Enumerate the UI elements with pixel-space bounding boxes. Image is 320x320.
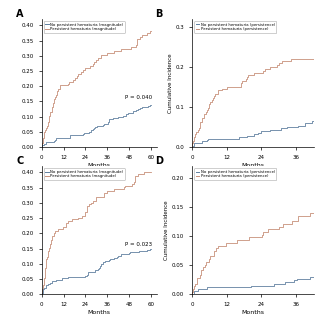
Text: D: D (156, 156, 164, 166)
Legend: No persistent hematuria (persistence), Persistent hematuria (persistence): No persistent hematuria (persistence), P… (194, 21, 276, 33)
Y-axis label: Cumulative Incidence: Cumulative Incidence (168, 53, 173, 113)
Y-axis label: Cumulative Incidence: Cumulative Incidence (164, 201, 169, 260)
Legend: No persistent hematuria (magnitude), Persistent hematuria (magnitude): No persistent hematuria (magnitude), Per… (44, 168, 125, 180)
Text: A: A (16, 9, 24, 19)
Text: B: B (156, 9, 163, 19)
Text: P = 0.023: P = 0.023 (125, 242, 152, 247)
X-axis label: Months: Months (88, 163, 111, 168)
Legend: No persistent hematuria (magnitude), Persistent hematuria (magnitude): No persistent hematuria (magnitude), Per… (44, 21, 125, 33)
X-axis label: Months: Months (241, 310, 264, 315)
Text: P = 0.040: P = 0.040 (125, 95, 152, 100)
Text: C: C (16, 156, 23, 166)
X-axis label: Months: Months (88, 310, 111, 315)
Legend: No persistent hematuria (persistence), Persistent hematuria (persistence): No persistent hematuria (persistence), P… (194, 168, 276, 180)
X-axis label: Months: Months (241, 163, 264, 168)
